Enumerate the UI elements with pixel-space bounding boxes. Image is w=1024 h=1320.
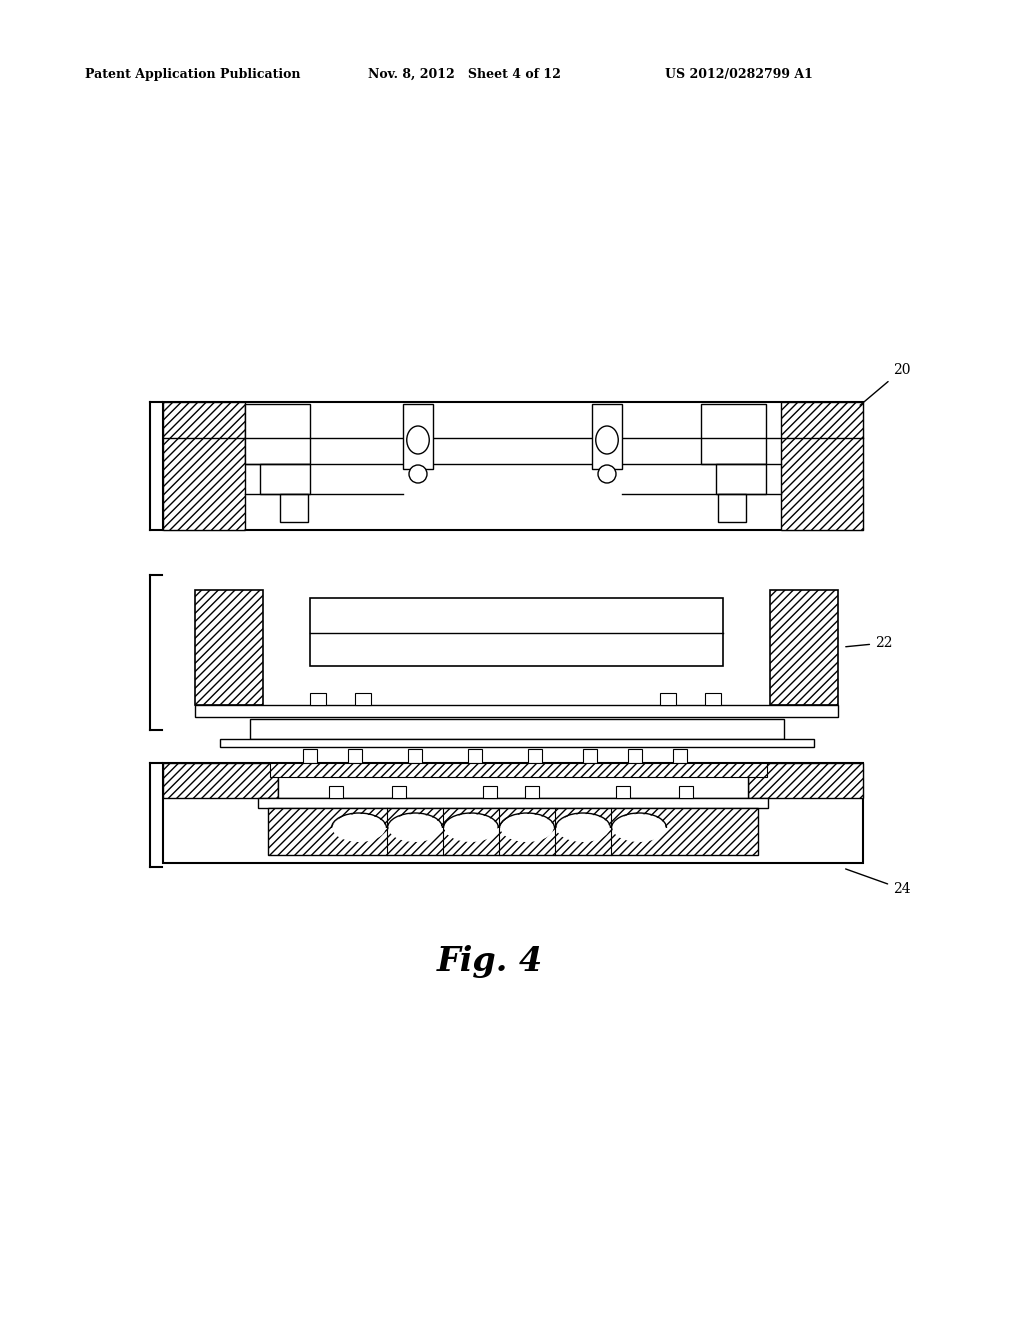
Bar <box>468 748 482 763</box>
Ellipse shape <box>501 814 554 842</box>
Bar <box>270 763 767 777</box>
Bar <box>770 590 838 705</box>
Bar <box>392 785 406 799</box>
Bar <box>628 748 642 763</box>
Bar <box>348 748 362 763</box>
Bar <box>303 748 317 763</box>
Bar <box>310 693 326 705</box>
Bar <box>163 763 863 863</box>
Bar <box>163 763 278 799</box>
Bar <box>701 404 766 465</box>
Bar <box>280 494 308 521</box>
Text: Nov. 8, 2012   Sheet 4 of 12: Nov. 8, 2012 Sheet 4 of 12 <box>368 69 561 81</box>
Bar <box>716 465 766 494</box>
Bar <box>660 693 676 705</box>
Bar <box>781 403 863 531</box>
Ellipse shape <box>596 426 618 454</box>
Ellipse shape <box>556 814 609 842</box>
Bar <box>278 763 748 799</box>
Bar <box>408 748 422 763</box>
Text: 24: 24 <box>846 869 910 896</box>
Bar <box>616 785 630 799</box>
Ellipse shape <box>407 426 429 454</box>
Bar <box>163 403 245 531</box>
Ellipse shape <box>333 814 385 842</box>
Bar <box>528 748 542 763</box>
Text: US 2012/0282799 A1: US 2012/0282799 A1 <box>665 69 813 81</box>
Ellipse shape <box>388 814 441 842</box>
Bar <box>195 705 838 717</box>
Bar <box>583 748 597 763</box>
Bar <box>679 785 693 799</box>
Bar <box>705 693 721 705</box>
Bar <box>250 719 784 739</box>
Bar <box>260 465 310 494</box>
Text: Fig. 4: Fig. 4 <box>437 945 543 978</box>
Bar <box>525 785 539 799</box>
Bar <box>163 403 863 531</box>
Bar <box>483 785 497 799</box>
Bar <box>245 404 310 465</box>
Ellipse shape <box>409 465 427 483</box>
Bar <box>592 404 622 469</box>
Text: 20: 20 <box>860 363 910 405</box>
Bar <box>748 763 863 799</box>
Bar <box>268 808 758 855</box>
Bar <box>718 494 746 521</box>
Ellipse shape <box>598 465 616 483</box>
Text: 22: 22 <box>846 636 893 649</box>
Bar <box>310 598 723 667</box>
Bar <box>220 739 814 747</box>
Ellipse shape <box>612 814 666 842</box>
Text: Patent Application Publication: Patent Application Publication <box>85 69 300 81</box>
Bar <box>673 748 687 763</box>
Bar <box>195 590 263 705</box>
Bar <box>258 799 768 808</box>
Bar <box>329 785 343 799</box>
Ellipse shape <box>444 814 498 842</box>
Bar <box>355 693 371 705</box>
Bar <box>403 404 433 469</box>
